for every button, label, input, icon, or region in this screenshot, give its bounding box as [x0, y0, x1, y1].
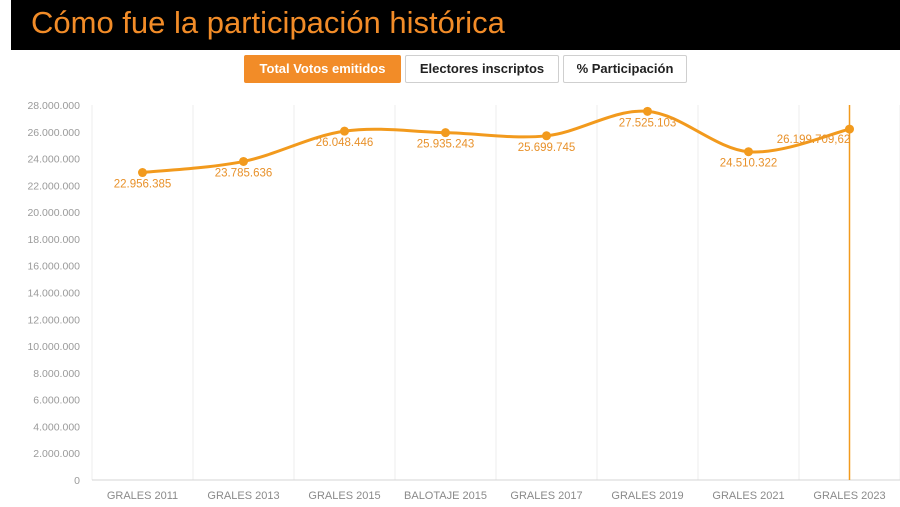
y-tick-label: 2.000.000 — [33, 448, 80, 460]
y-tick-label: 6.000.000 — [33, 395, 80, 407]
series-line — [142, 109, 850, 175]
x-tick-label: GRALES 2017 — [510, 490, 582, 502]
y-tick-label: 24.000.000 — [27, 154, 80, 166]
x-tick-label: BALOTAJE 2015 — [404, 490, 487, 502]
data-point — [643, 106, 652, 116]
data-point — [744, 147, 753, 157]
x-tick-label: GRALES 2011 — [107, 490, 178, 502]
y-tick-label: 4.000.000 — [33, 421, 80, 433]
y-tick-label: 16.000.000 — [27, 261, 80, 273]
data-point — [340, 126, 349, 136]
metric-tabs: Total Votos emitidos Electores inscripto… — [0, 55, 900, 85]
y-tick-label: 14.000.000 — [27, 288, 80, 300]
line-chart: 0 2.000.000 4.000.000 6.000.000 8.000.000 10.… — [27, 100, 900, 502]
data-label: 24.510.322 — [720, 158, 778, 170]
data-point — [138, 168, 147, 178]
data-label: 26.048.446 — [316, 137, 374, 149]
data-point — [239, 156, 248, 166]
x-tick-label: GRALES 2015 — [308, 490, 380, 502]
header-bar: Cómo fue la participación histórica — [11, 0, 900, 50]
y-tick-label: 28.000.000 — [27, 100, 80, 112]
data-point — [542, 131, 551, 141]
data-label: 27.525.103 — [619, 117, 677, 129]
page-title: Cómo fue la participación histórica — [31, 5, 505, 40]
y-tick-label: 18.000.000 — [27, 234, 80, 246]
y-tick-label: 12.000.000 — [27, 314, 80, 326]
data-labels: 22.956.385 23.785.636 26.048.446 25.935.243… — [114, 117, 851, 190]
y-tick-label: 26.000.000 — [27, 127, 80, 139]
y-tick-label: 22.000.000 — [27, 180, 80, 192]
data-point — [441, 128, 450, 138]
x-tick-label: GRALES 2019 — [611, 490, 683, 502]
x-axis: GRALES 2011 GRALES 2013 GRALES 2015 BALOTAJ… — [107, 490, 886, 502]
y-axis: 0 2.000.000 4.000.000 6.000.000 8.000.000 10.… — [27, 100, 80, 487]
data-label: 25.699.745 — [518, 142, 576, 154]
x-tick-label: GRALES 2021 — [712, 490, 784, 502]
y-tick-label: 0 — [74, 475, 80, 487]
y-tick-label: 20.000.000 — [27, 207, 80, 219]
data-points — [138, 106, 854, 178]
tab-participacion[interactable]: % Participación — [563, 55, 687, 83]
data-label: 23.785.636 — [215, 167, 273, 179]
data-label: 22.956.385 — [114, 179, 172, 191]
tab-electores[interactable]: Electores inscriptos — [405, 55, 559, 83]
x-tick-label: GRALES 2013 — [207, 490, 279, 502]
x-tick-label: GRALES 2023 — [813, 490, 885, 502]
y-tick-label: 10.000.000 — [27, 341, 80, 353]
series-line-group — [142, 105, 851, 480]
y-tick-label: 8.000.000 — [33, 368, 80, 380]
chart-grid — [91, 105, 900, 481]
data-label: 25.935.243 — [417, 139, 475, 151]
data-point — [845, 124, 854, 134]
tab-total-votos[interactable]: Total Votos emitidos — [244, 55, 401, 83]
data-label: 26.199.709,62 — [777, 134, 851, 146]
